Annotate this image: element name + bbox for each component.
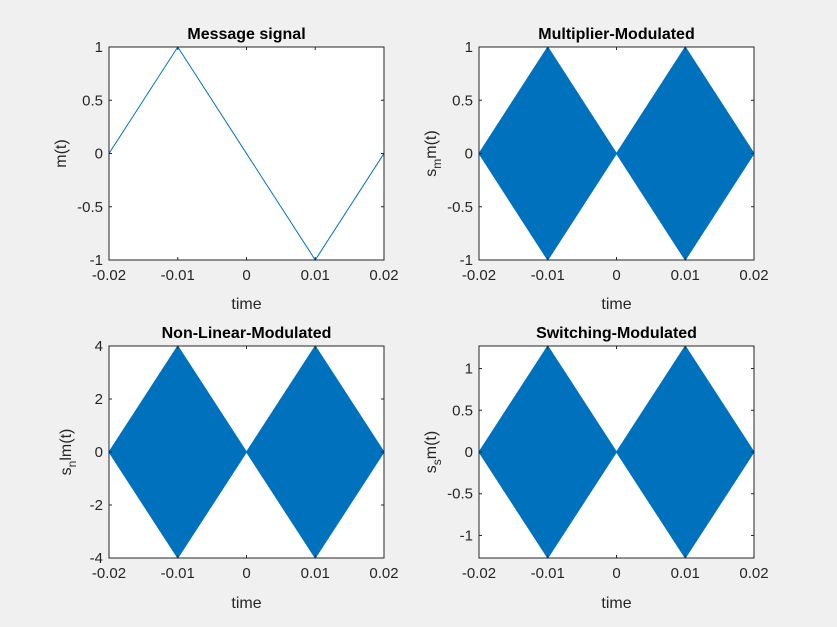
tick-group: -0.02 -0.01 0 0.01 0.02 -1 -0.5 0 0.5 1	[447, 346, 769, 582]
y-axis-label: smm(t)	[423, 130, 444, 176]
x-tick-label: -0.01	[531, 565, 565, 582]
y-tick-label: 0	[465, 146, 473, 163]
y-label-sub: s	[430, 459, 444, 465]
y-tick-label: -1	[90, 252, 103, 269]
subplot-non-linear-modulated: -0.02 -0.01 0 0.01 0.02 -4 -2 0 2 4 Non-Linear-Mo…	[58, 325, 399, 612]
x-tick-label: 0	[242, 565, 250, 582]
y-tick-label: 1	[465, 361, 473, 378]
chart-title: Switching-Modulated	[536, 325, 697, 342]
subplot-multiplier-modulated: -0.02 -0.01 0 0.01 0.02 -1 -0.5 0 0.5 1 Multiplie…	[423, 26, 769, 313]
y-axis-label: snlm(t)	[58, 429, 79, 476]
subplot-message-signal: -0.02 -0.01 0 0.01 0.02 -1 -0.5 0 0.5 1 Message s…	[53, 26, 399, 313]
x-tick-label: 0	[612, 267, 620, 284]
x-tick-label: 0.01	[301, 267, 330, 284]
y-label-sub: m	[430, 159, 444, 169]
tick-group: -0.02 -0.01 0 0.01 0.02 -1 -0.5 0 0.5 1	[447, 39, 768, 284]
x-tick-label: 0.02	[369, 565, 398, 582]
y-axis-label: m(t)	[53, 139, 70, 167]
x-tick-label: 0.02	[739, 565, 768, 582]
x-tick-label: 0.01	[671, 267, 700, 284]
y-label-main: m(t)	[53, 139, 70, 167]
y-tick-label: -0.5	[77, 199, 103, 216]
chart-title: Message signal	[187, 26, 305, 43]
x-tick-label: 0.01	[301, 565, 330, 582]
y-tick-label: 2	[95, 391, 103, 408]
tick-group: -0.02 -0.01 0 0.01 0.02 -1 -0.5 0 0.5 1	[77, 39, 398, 284]
x-axis-label: time	[231, 595, 261, 612]
y-tick-label: -2	[90, 497, 103, 514]
x-tick-label: -0.02	[92, 565, 126, 582]
x-tick-label: 0	[242, 267, 250, 284]
y-tick-label: -1	[460, 527, 473, 544]
y-label-main: s	[423, 465, 440, 473]
x-tick-label: 0.01	[671, 565, 700, 582]
y-label-tail: m(t)	[423, 431, 440, 459]
y-tick-label: -4	[90, 550, 103, 567]
y-label-sub: n	[65, 461, 79, 468]
y-axis-label: ssm(t)	[423, 431, 444, 473]
y-tick-label: 1	[95, 39, 103, 56]
y-tick-label: 1	[465, 39, 473, 56]
y-tick-label: 0.5	[82, 92, 103, 109]
x-tick-label: -0.01	[161, 267, 195, 284]
y-tick-label: 0.5	[452, 92, 473, 109]
y-tick-label: 0	[95, 146, 103, 163]
x-tick-label: 0.02	[369, 267, 398, 284]
x-axis-label: time	[601, 595, 631, 612]
chart-title: Multiplier-Modulated	[538, 26, 694, 43]
x-tick-label: -0.01	[161, 565, 195, 582]
subplot-switching-modulated: -0.02 -0.01 0 0.01 0.02 -1 -0.5 0 0.5 1 Switching…	[423, 325, 769, 612]
x-tick-label: -0.02	[462, 565, 496, 582]
series-line	[108, 46, 385, 261]
x-tick-label: 0.02	[739, 267, 768, 284]
x-axis-label: time	[231, 296, 261, 313]
y-tick-label: 4	[95, 338, 103, 355]
y-tick-label: 0.5	[452, 402, 473, 419]
y-label-tail: m(t)	[423, 130, 440, 158]
y-tick-label: 0	[465, 444, 473, 461]
y-tick-label: 0	[95, 444, 103, 461]
y-tick-label: -0.5	[447, 199, 473, 216]
y-tick-label: -0.5	[447, 486, 473, 503]
chart-title: Non-Linear-Modulated	[162, 325, 332, 342]
y-label-main: s	[423, 169, 440, 177]
x-tick-label: 0	[612, 565, 620, 582]
x-axis-label: time	[601, 296, 631, 313]
tick-group: -0.02 -0.01 0 0.01 0.02 -4 -2 0 2 4	[90, 338, 399, 582]
x-tick-label: -0.01	[531, 267, 565, 284]
y-label-tail: lm(t)	[58, 429, 75, 461]
y-label-main: s	[58, 467, 75, 475]
x-tick-label: -0.02	[462, 267, 496, 284]
y-tick-label: -1	[460, 252, 473, 269]
plot-area	[108, 46, 385, 261]
x-tick-label: -0.02	[92, 267, 126, 284]
